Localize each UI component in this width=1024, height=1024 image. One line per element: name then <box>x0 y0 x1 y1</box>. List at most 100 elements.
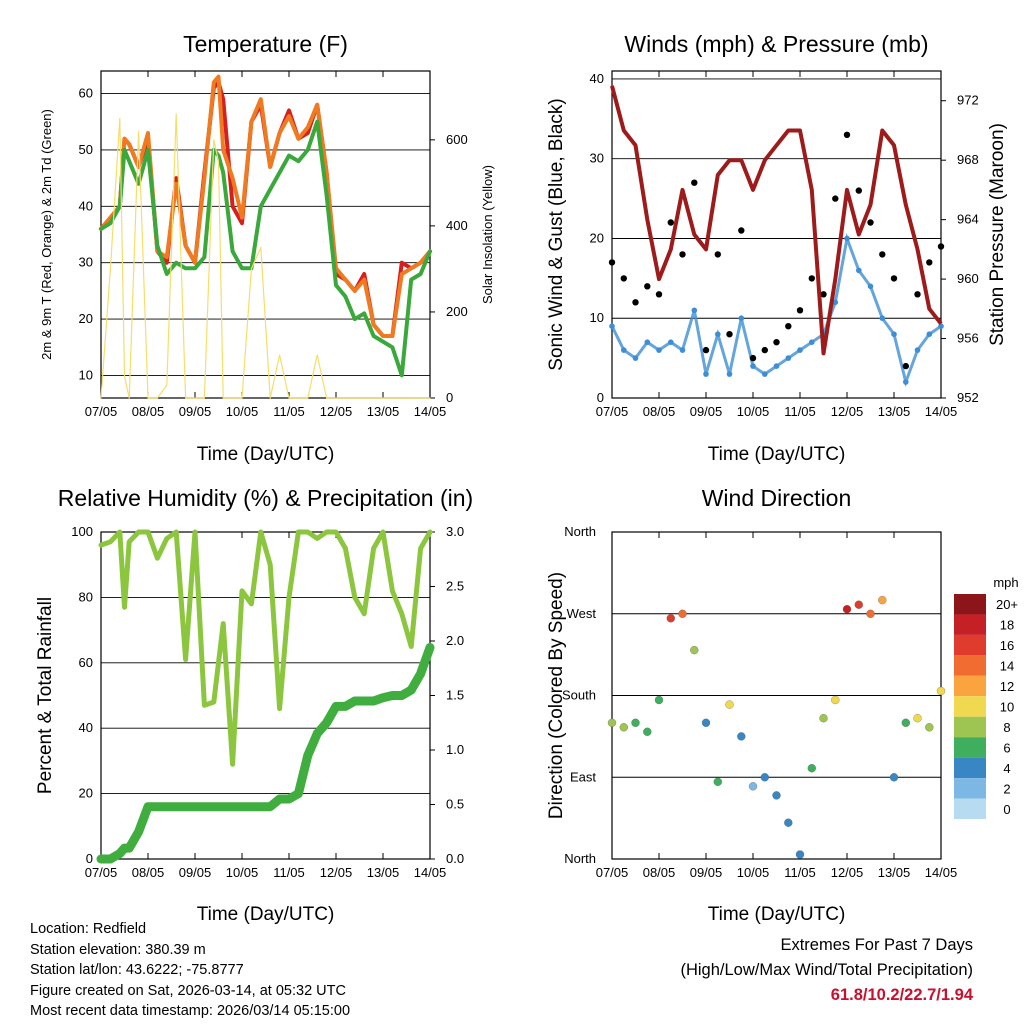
chart-3-ytick-label: 40 <box>79 720 93 735</box>
chart-4-xtick-label: 12/05 <box>831 865 864 880</box>
chart-1-ytick-label: 50 <box>79 142 93 157</box>
chart-4-title: Wind Direction <box>702 485 852 511</box>
chart-1-xlabel: Time (Day/UTC) <box>197 444 335 465</box>
chart-2-xtick-label: 14/05 <box>925 404 958 419</box>
chart-4-point <box>925 723 934 732</box>
chart-4-point <box>666 614 675 623</box>
chart-3-ytick-label: 80 <box>79 589 93 604</box>
chart-4-point <box>690 645 699 655</box>
chart-2-point <box>655 291 663 298</box>
chart-2-y2tick-label: 968 <box>957 152 979 167</box>
chart-4-point <box>842 605 852 614</box>
chart-4-point <box>631 718 640 727</box>
chart-4-point <box>819 714 828 723</box>
chart-2-point <box>867 219 874 226</box>
chart-3-xtick-label: 13/05 <box>367 865 400 880</box>
chart-4-colorbar-swatch <box>954 655 986 676</box>
chart-1-xtick-label: 12/05 <box>320 404 353 419</box>
chart-4-ytick-label: North <box>564 524 596 539</box>
chart-3-y2tick-label: 1.5 <box>446 688 464 703</box>
chart-2-ytick-label: 10 <box>590 310 604 325</box>
chart-4-colorbar-label: 8 <box>1003 720 1010 735</box>
chart-1-xtick-label: 07/05 <box>85 404 118 419</box>
chart-1-y2tick-label: 0 <box>446 390 453 405</box>
chart-3-xlabel: Time (Day/UTC) <box>197 904 335 925</box>
chart-4-point <box>607 718 617 727</box>
chart-4-point <box>737 732 746 741</box>
chart-2-point <box>926 259 933 266</box>
chart-3-xtick-label: 10/05 <box>226 865 259 880</box>
chart-4-point <box>878 595 887 605</box>
chart-2-point <box>644 283 651 290</box>
chart-2-point <box>820 291 827 298</box>
chart-3-xtick-label: 07/05 <box>85 865 118 880</box>
chart-3-y2tick-label: 1.0 <box>446 742 464 757</box>
chart-2-y2tick-label: 960 <box>957 271 979 286</box>
chart-2-point <box>679 251 686 258</box>
chart-2-point <box>761 346 768 354</box>
chart-4-xtick-label: 10/05 <box>737 865 770 880</box>
chart-1-xtick-label: 11/05 <box>273 404 305 419</box>
chart-2-series-line-0 <box>610 232 942 388</box>
chart-2-point <box>902 362 909 370</box>
chart-4-point <box>760 773 769 782</box>
chart-3-ytick-label: 0 <box>86 851 93 866</box>
chart-4-colorbar-label: 6 <box>1003 740 1010 755</box>
chart-1-series-2 <box>99 119 432 378</box>
chart-3-xtick-label: 09/05 <box>179 865 212 880</box>
chart-2-y2tick-label: 952 <box>957 390 979 405</box>
chart-1-frame <box>100 70 431 399</box>
chart-1-xtick-label: 13/05 <box>367 404 400 419</box>
chart-4-point <box>619 723 628 732</box>
chart-4-point <box>854 600 863 609</box>
chart-2-point <box>702 346 710 354</box>
chart-1-title: Temperature (F) <box>183 31 348 57</box>
chart-2-point <box>808 275 815 282</box>
chart-2-series-1 <box>608 131 945 370</box>
chart-4-colorbar-label: 2 <box>1003 781 1010 796</box>
chart-4-point <box>701 718 711 727</box>
chart-1-ytick-label: 40 <box>79 198 93 213</box>
chart-1-xtick-label: 10/05 <box>226 404 259 419</box>
chart-4-point <box>748 782 758 791</box>
chart-4-ytick-label: West <box>567 606 597 621</box>
chart-2-series-2 <box>610 85 943 356</box>
chart-3-y2tick-label: 2.5 <box>446 579 464 594</box>
chart-1-series-3 <box>100 113 431 399</box>
chart-1-xtick-label: 08/05 <box>132 404 165 419</box>
chart-4-colorbar-label: 18 <box>1000 618 1014 633</box>
chart-4-point <box>643 727 652 736</box>
chart-4-point <box>725 700 734 709</box>
chart-1-y2tick-label: 200 <box>446 304 468 319</box>
chart-4-xlabel: Time (Day/UTC) <box>708 904 846 925</box>
chart-4-point <box>784 818 793 827</box>
chart-2-point <box>914 291 921 298</box>
chart-4-xtick-label: 07/05 <box>596 865 629 880</box>
chart-2-point <box>937 243 945 250</box>
chart-4-point <box>713 777 722 786</box>
chart-4-colorbar-label: 4 <box>1003 761 1010 776</box>
chart-4-point <box>795 850 805 859</box>
chart-4-point <box>889 773 899 782</box>
chart-2-point <box>773 339 780 346</box>
chart-4-point <box>936 686 946 696</box>
chart-2-point <box>796 307 804 314</box>
chart-2-title: Winds (mph) & Pressure (mb) <box>624 31 928 57</box>
chart-2-series-0 <box>609 235 944 385</box>
chart-1-ylabel: 2m & 9m T (Red, Orange) & 2m Td (Green) <box>39 109 54 360</box>
chart-2-xtick-label: 07/05 <box>596 404 629 419</box>
extremes-values: 61.8/10.2/22.7/1.94 <box>830 986 973 1004</box>
chart-2-y2tick-label: 972 <box>957 93 979 108</box>
station-elevation: Station elevation: 380.39 m <box>30 941 206 958</box>
chart-4-xtick-label: 14/05 <box>925 865 958 880</box>
chart-4-colorbar-swatch <box>954 737 986 758</box>
chart-4-point <box>654 695 664 705</box>
chart-2-point <box>738 227 745 234</box>
chart-2-point <box>890 275 898 282</box>
chart-3-ytick-label: 100 <box>71 524 93 539</box>
chart-4-point <box>913 714 922 723</box>
chart-4-colorbar-swatch <box>954 594 986 615</box>
chart-2-ytick-label: 30 <box>590 151 604 166</box>
chart-2-ytick-label: 40 <box>590 71 604 86</box>
chart-2-point <box>749 354 757 362</box>
